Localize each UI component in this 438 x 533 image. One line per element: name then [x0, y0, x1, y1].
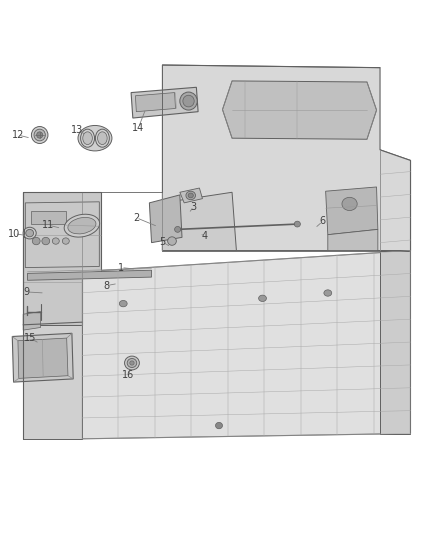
Polygon shape — [325, 187, 378, 235]
Ellipse shape — [52, 238, 59, 244]
Polygon shape — [135, 93, 176, 112]
Ellipse shape — [294, 221, 300, 227]
Ellipse shape — [130, 361, 134, 365]
Ellipse shape — [180, 92, 197, 110]
Ellipse shape — [32, 237, 40, 245]
Ellipse shape — [34, 129, 46, 141]
Ellipse shape — [188, 193, 193, 198]
Ellipse shape — [168, 237, 177, 245]
Polygon shape — [131, 87, 198, 118]
Polygon shape — [380, 150, 410, 251]
Polygon shape — [23, 312, 41, 330]
Ellipse shape — [258, 295, 266, 302]
Polygon shape — [25, 202, 99, 268]
Polygon shape — [12, 333, 73, 382]
Polygon shape — [162, 192, 237, 251]
Text: 15: 15 — [24, 333, 36, 343]
Ellipse shape — [119, 301, 127, 307]
Ellipse shape — [324, 290, 332, 296]
Polygon shape — [28, 270, 152, 280]
Polygon shape — [149, 195, 182, 243]
Polygon shape — [380, 251, 410, 433]
Ellipse shape — [62, 238, 69, 244]
Ellipse shape — [175, 227, 181, 232]
Text: 8: 8 — [104, 280, 110, 290]
Ellipse shape — [32, 126, 48, 143]
Ellipse shape — [183, 95, 194, 107]
Text: 9: 9 — [24, 287, 30, 297]
Text: 10: 10 — [8, 229, 21, 239]
Text: 11: 11 — [42, 220, 54, 230]
Text: 5: 5 — [159, 237, 166, 247]
Text: 3: 3 — [191, 201, 197, 212]
Ellipse shape — [342, 197, 357, 211]
Ellipse shape — [127, 359, 137, 368]
Polygon shape — [23, 325, 82, 439]
Ellipse shape — [98, 132, 107, 144]
Ellipse shape — [186, 191, 195, 200]
Text: 1: 1 — [118, 263, 124, 272]
Polygon shape — [180, 188, 202, 203]
Text: 4: 4 — [202, 231, 208, 241]
Bar — [31, 211, 66, 224]
Ellipse shape — [124, 356, 139, 370]
Polygon shape — [328, 229, 378, 251]
Text: 13: 13 — [71, 125, 84, 135]
Ellipse shape — [64, 214, 99, 237]
Text: 16: 16 — [122, 370, 134, 380]
Polygon shape — [18, 338, 68, 378]
Ellipse shape — [215, 422, 223, 429]
Text: 12: 12 — [12, 130, 24, 140]
Text: 14: 14 — [132, 123, 145, 133]
Polygon shape — [223, 81, 377, 139]
Polygon shape — [82, 251, 410, 439]
Polygon shape — [162, 65, 410, 251]
Ellipse shape — [26, 229, 34, 237]
Text: 2: 2 — [133, 213, 139, 223]
Polygon shape — [23, 192, 102, 325]
Ellipse shape — [83, 132, 92, 144]
Ellipse shape — [42, 237, 49, 245]
Ellipse shape — [78, 125, 112, 151]
Text: 6: 6 — [319, 216, 325, 227]
Ellipse shape — [23, 227, 36, 239]
Ellipse shape — [68, 217, 96, 234]
Ellipse shape — [37, 132, 43, 138]
